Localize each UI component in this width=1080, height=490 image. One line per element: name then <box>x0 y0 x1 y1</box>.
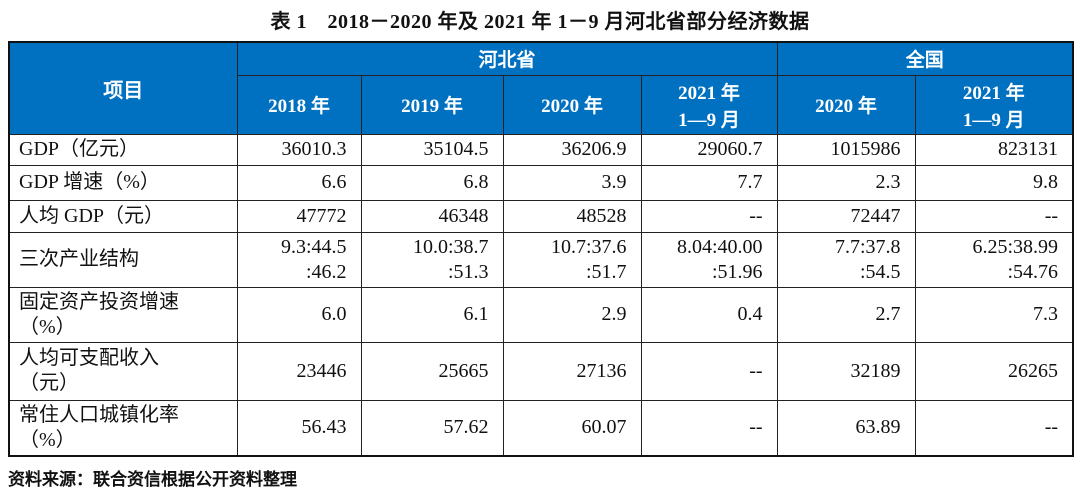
cell-value: -- <box>914 199 1074 233</box>
cell-value: 7.3 <box>914 286 1074 343</box>
cell-value: 2.3 <box>776 164 916 201</box>
group-header-hebei: 河北省 <box>236 41 778 76</box>
col-header-national-2021-jan-sep: 2021 年 1—9 月 <box>914 74 1074 135</box>
cell-value: 6.25:38.99 :54.76 <box>914 231 1074 288</box>
col-header-national-2020: 2020 年 <box>776 74 916 135</box>
table-row-gdp: GDP（亿元） 36010.3 35104.5 36206.9 29060.7 … <box>8 133 1074 166</box>
cell-value: 6.0 <box>236 286 362 343</box>
cell-value: 36206.9 <box>502 133 642 166</box>
cell-value: 29060.7 <box>640 133 778 166</box>
cell-value: -- <box>640 399 778 456</box>
col-header-hebei-2019: 2019 年 <box>360 74 504 135</box>
table-row-fixed-asset-investment: 固定资产投资增速 （%） 6.0 6.1 2.9 0.4 2.7 7.3 <box>8 286 1074 343</box>
row-label: GDP 增速（%） <box>8 164 238 201</box>
row-label: 固定资产投资增速 （%） <box>8 286 238 343</box>
corner-header-item: 项目 <box>8 41 238 135</box>
table-row-gdp-per-capita: 人均 GDP（元） 47772 46348 48528 -- 72447 -- <box>8 199 1074 233</box>
cell-value: 0.4 <box>640 286 778 343</box>
cell-value: 7.7:37.8 :54.5 <box>776 231 916 288</box>
cell-value: 57.62 <box>360 399 504 456</box>
table-row-urbanization-rate: 常住人口城镇化率 （%） 56.43 57.62 60.07 -- 63.89 … <box>8 399 1074 456</box>
group-header-national: 全国 <box>776 41 1074 76</box>
cell-value: -- <box>640 341 778 401</box>
cell-value: 32189 <box>776 341 916 401</box>
source-note: 资料来源：联合资信根据公开资料整理 <box>8 469 297 489</box>
table-title: 表 1 2018－2020 年及 2021 年 1－9 月河北省部分经济数据 <box>270 11 810 33</box>
table-row-industry-structure: 三次产业结构 9.3:44.5 :46.2 10.0:38.7 :51.3 10… <box>8 231 1074 288</box>
cell-value: 63.89 <box>776 399 916 456</box>
cell-value: 1015986 <box>776 133 916 166</box>
cell-value: 27136 <box>502 341 642 401</box>
cell-value: 48528 <box>502 199 642 233</box>
header-year-row: 2018 年 2019 年 2020 年 2021 年 1—9 月 2020 年… <box>9 74 1074 135</box>
cell-value: 9.8 <box>914 164 1074 201</box>
col-header-hebei-2018: 2018 年 <box>236 74 362 135</box>
cell-value: 6.6 <box>236 164 362 201</box>
cell-value: 36010.3 <box>236 133 362 166</box>
header-group-row: 项目 河北省 全国 <box>8 41 1074 135</box>
cell-value: 46348 <box>360 199 504 233</box>
economic-data-table: 项目 河北省 全国 2018 年 2019 年 2020 年 2021 年 1—… <box>8 41 1075 457</box>
cell-value: 8.04:40.00 :51.96 <box>640 231 778 288</box>
cell-value: 3.9 <box>502 164 642 201</box>
cell-value: -- <box>640 199 778 233</box>
cell-value: 35104.5 <box>360 133 504 166</box>
cell-value: 2.7 <box>776 286 916 343</box>
col-header-hebei-2020: 2020 年 <box>502 74 642 135</box>
cell-value: 72447 <box>776 199 916 233</box>
cell-value: 60.07 <box>502 399 642 456</box>
table-row-gdp-growth: GDP 增速（%） 6.6 6.8 3.9 7.7 2.3 9.8 <box>8 164 1074 201</box>
row-label: 人均可支配收入 （元） <box>8 341 238 401</box>
cell-value: 10.7:37.6 :51.7 <box>502 231 642 288</box>
row-label: 常住人口城镇化率 （%） <box>8 399 238 456</box>
cell-value: 47772 <box>236 199 362 233</box>
cell-value: 7.7 <box>640 164 778 201</box>
table-row-disposable-income: 人均可支配收入 （元） 23446 25665 27136 -- 32189 2… <box>8 341 1074 401</box>
cell-value: 25665 <box>360 341 504 401</box>
col-header-hebei-2021-jan-sep: 2021 年 1—9 月 <box>640 74 778 135</box>
cell-value: 10.0:38.7 :51.3 <box>360 231 504 288</box>
row-label: GDP（亿元） <box>8 133 238 166</box>
cell-value: 9.3:44.5 :46.2 <box>236 231 362 288</box>
cell-value: 56.43 <box>236 399 362 456</box>
row-label: 三次产业结构 <box>8 231 238 288</box>
cell-value: 26265 <box>914 341 1074 401</box>
cell-value: 6.8 <box>360 164 504 201</box>
cell-value: -- <box>914 399 1074 456</box>
cell-value: 6.1 <box>360 286 504 343</box>
cell-value: 23446 <box>236 341 362 401</box>
cell-value: 823131 <box>914 133 1074 166</box>
row-label: 人均 GDP（元） <box>8 199 238 233</box>
cell-value: 2.9 <box>502 286 642 343</box>
